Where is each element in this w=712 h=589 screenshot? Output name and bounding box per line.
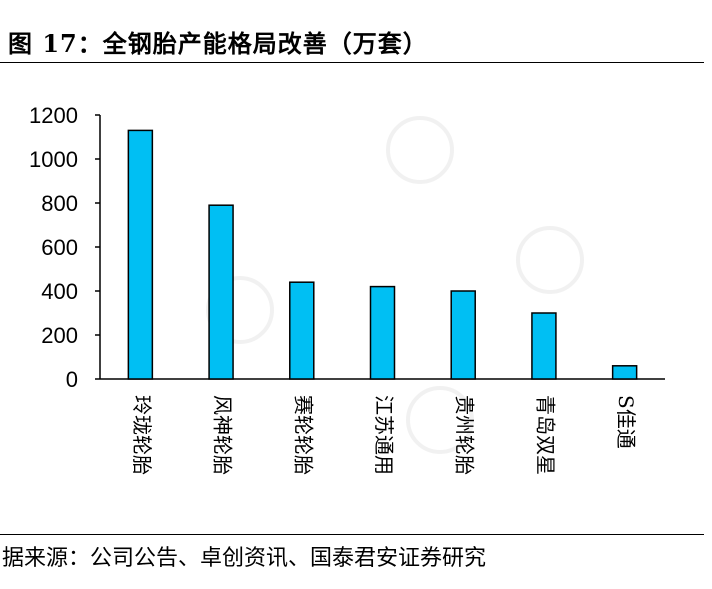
y-tick-label: 800: [41, 191, 78, 216]
y-tick-label: 0: [66, 367, 78, 392]
x-tick-label: 青岛双星: [533, 395, 557, 475]
y-tick-label: 400: [41, 279, 78, 304]
bar: [611, 365, 638, 380]
source-rule: [0, 534, 704, 535]
bar: [289, 281, 315, 380]
bar: [450, 290, 476, 380]
x-tick-label: 风神轮胎: [211, 395, 235, 475]
x-tick-label: 玲珑轮胎: [130, 395, 154, 475]
figure-title: 图 17：全钢胎产能格局改善（万套）: [8, 29, 428, 58]
x-tick-label: 江苏通用: [372, 395, 396, 475]
bar: [208, 204, 234, 380]
title-rule: [0, 62, 704, 63]
bar-chart: 0 200 400 600 800 1000 1200 玲珑轮胎 风神轮胎 赛轮轮胎 江苏通用 贵州…: [29, 103, 665, 475]
watermark: [206, 116, 584, 454]
source-note: 据来源：公司公告、卓创资讯、国泰君安证券研究: [2, 546, 487, 571]
bar: [369, 285, 396, 380]
y-tick-label: 600: [41, 235, 78, 260]
x-tick-label: S佳通: [614, 395, 638, 449]
x-tick-label: 贵州轮胎: [453, 395, 477, 475]
x-tick-label: 赛轮轮胎: [291, 395, 315, 475]
y-tick-label: 1200: [29, 103, 78, 128]
y-tick-label: 200: [41, 323, 78, 348]
y-tick-label: 1000: [29, 147, 78, 172]
bar: [531, 312, 557, 380]
bar: [127, 129, 154, 380]
